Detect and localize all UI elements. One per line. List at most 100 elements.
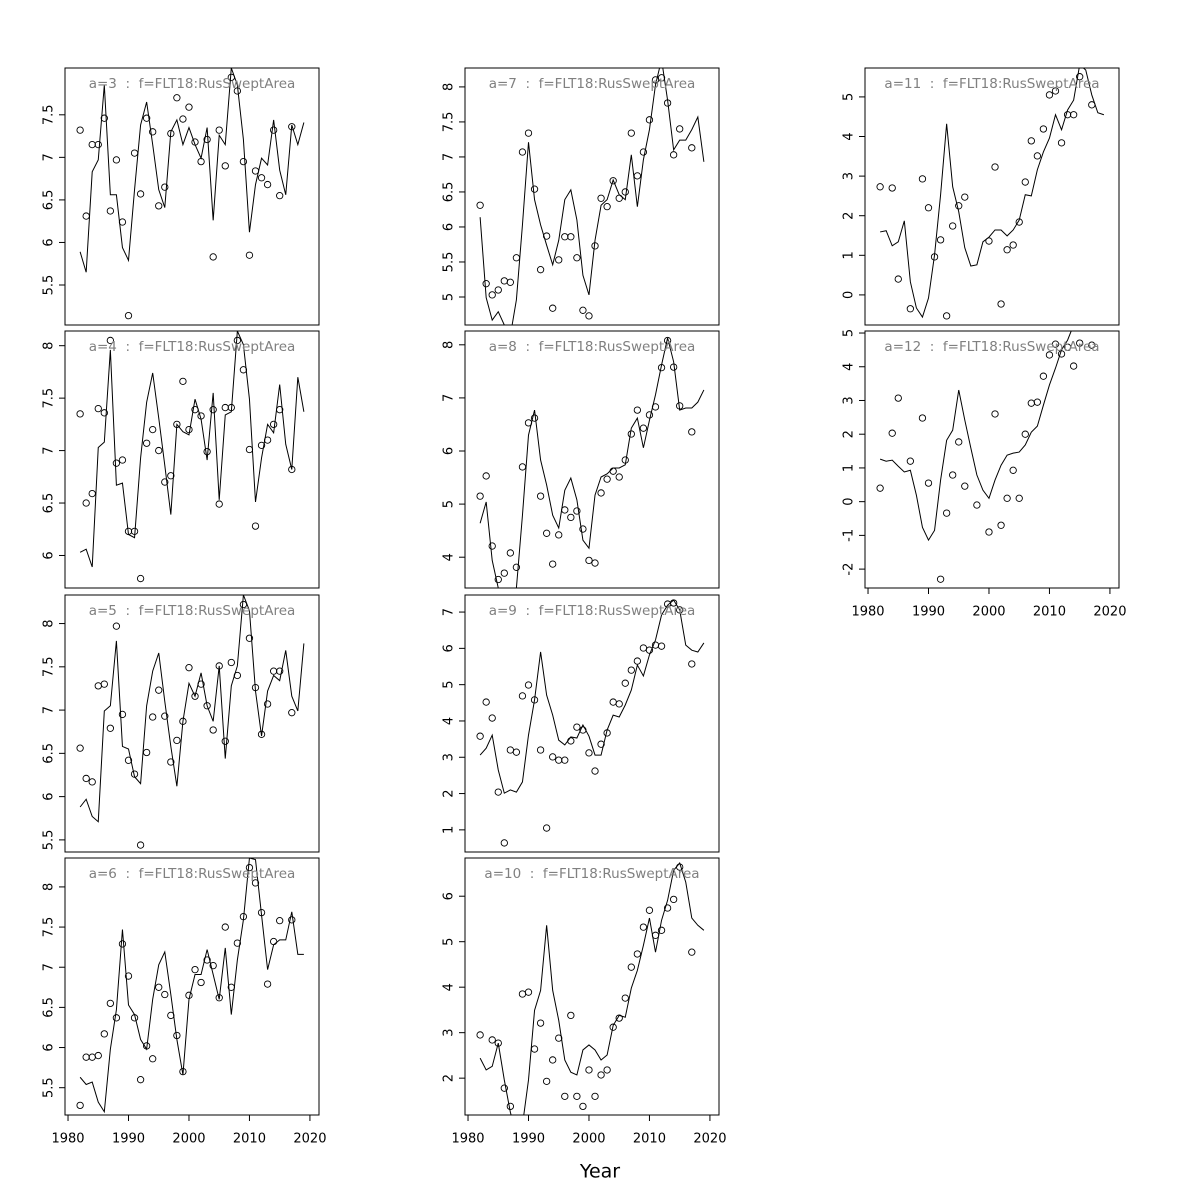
x-tick-label: 2020 [1093,605,1126,620]
observed-point [482,472,490,480]
observed-point [506,278,515,286]
y-tick-label: 5 [842,329,857,337]
y-tick-label: 2 [842,430,857,438]
observed-point [215,994,223,1002]
y-tick-label: 1 [842,464,857,472]
observed-point [597,194,605,202]
y-tick-label: 7.5 [42,917,57,938]
observed-point [257,908,266,917]
observed-point [597,740,605,748]
observed-point [627,129,635,137]
observed-point [579,525,587,533]
observed-point [100,409,108,417]
observed-point [506,1102,515,1111]
observed-point [100,680,108,688]
observed-point [961,482,969,490]
observed-point [567,737,575,745]
observed-point [500,277,508,285]
y-tick-label: 7 [442,153,457,161]
panel-title: a=9 : f=FLT18:RusSweptArea [489,603,696,619]
observed-point [1003,494,1011,502]
y-tick-label: 8 [42,883,57,891]
observed-point [197,412,205,420]
observed-point [597,1071,605,1079]
observed-point [894,394,902,402]
observed-point [167,129,175,138]
observed-point [669,151,678,159]
observed-point [1051,87,1060,95]
observed-point [627,666,635,674]
observed-point [1063,111,1072,119]
y-tick-label: 5 [442,681,457,689]
panel-frame [464,67,720,326]
observed-point [167,1011,175,1020]
observed-point [530,414,539,422]
observed-point [645,646,654,654]
observed-point [130,1014,139,1022]
observed-point [627,430,635,438]
observed-point [549,304,557,312]
plot-area [76,595,305,849]
observed-point [191,138,199,146]
observed-point [476,732,484,740]
observed-point [645,116,654,124]
panel-title: a=11 : f=FLT18:RusSweptArea [884,76,1099,92]
observed-point [288,709,296,717]
observed-point [142,1042,151,1050]
observed-point [500,569,508,577]
observed-point [239,366,248,374]
observed-point [276,191,284,200]
observed-point [161,712,169,720]
observed-point [149,425,157,434]
observed-point [603,729,611,737]
observed-point [512,254,521,262]
observed-point [1021,178,1029,186]
y-tick-label: 4 [442,717,457,725]
x-tick-label: 1990 [512,1132,545,1147]
y-tick-label: 6.5 [42,997,57,1018]
y-tick-label: 4 [442,983,457,991]
observed-point [555,756,563,764]
observed-point [227,983,235,991]
observed-point [94,404,102,413]
observed-point [585,312,593,320]
observed-point [955,438,963,446]
plot-area [476,599,705,847]
observed-point [500,839,508,847]
panel-title: a=10 : f=FLT18:RusSweptArea [484,866,699,882]
observed-point [488,542,496,550]
fit-line [479,599,705,794]
observed-point [488,1036,496,1044]
observed-point [197,978,205,987]
y-tick-label: 5.5 [42,830,57,851]
observed-point [542,232,551,240]
observed-point [663,99,672,107]
y-tick-label: 5.5 [42,1077,57,1098]
observed-point [227,73,235,82]
observed-point [269,937,278,946]
observed-point [118,710,127,719]
observed-point [518,990,527,998]
y-tick-label: 6.5 [42,743,57,764]
observed-point [215,500,223,508]
observed-point [906,305,915,313]
y-tick-label: 6.5 [42,493,57,514]
observed-point [476,201,484,209]
observed-point [149,128,157,136]
observed-point [542,824,551,832]
observed-point [94,682,102,690]
observed-point [657,642,666,650]
observed-point [991,410,999,418]
observed-point [269,420,278,429]
observed-point [106,336,115,345]
y-tick-label: 6 [42,792,57,800]
y-tick-label: 2 [442,789,457,797]
observed-point [949,222,957,230]
y-tick-label: 6.5 [442,182,457,203]
observed-point [215,662,223,670]
y-tick-label: 8 [442,83,457,91]
observed-point [185,425,193,434]
observed-point [524,681,533,689]
observed-point [245,251,254,259]
y-tick-label: 5.5 [42,275,57,296]
